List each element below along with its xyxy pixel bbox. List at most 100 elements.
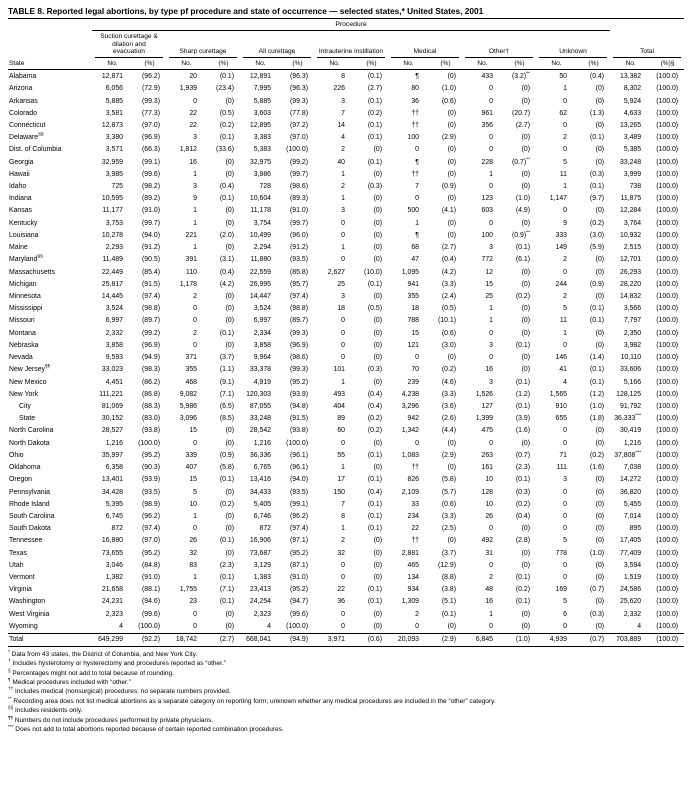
percent-cell: (33.6) — [215, 146, 234, 154]
percent-cell: (0) — [595, 158, 605, 166]
number-cell: 468 — [185, 378, 198, 386]
number-cell: 25,620 — [620, 598, 642, 606]
number-cell: 0 — [193, 305, 197, 313]
percent-cell: (100.0) — [656, 183, 679, 191]
number-cell: 0 — [193, 317, 197, 325]
number-cell: 33,378 — [249, 366, 271, 374]
footnote-symbol: ¶¶ — [8, 714, 14, 720]
percent-cell: (99.7) — [289, 170, 308, 178]
footnote-mark: *** — [635, 413, 642, 419]
number-cell: 5 — [563, 598, 567, 606]
percent-cell: (97.4) — [289, 293, 308, 301]
table-row: Montana 2,332 (99.2) 2 (0.1) 2,334 (99.3) 0 (0) 1… — [8, 327, 684, 339]
footnote-symbol: ¶ — [8, 676, 11, 682]
percent-cell: (0.4) — [367, 402, 382, 410]
number-cell: 7 — [341, 500, 345, 508]
number-cell: 3,986 — [253, 170, 271, 178]
number-cell: 910 — [555, 402, 568, 410]
percent-cell: (0) — [373, 195, 382, 203]
percent-cell: (0) — [595, 622, 605, 630]
percent-cell: (99.1) — [141, 158, 160, 166]
number-cell: 1,178 — [179, 280, 197, 288]
percent-cell: (0.1) — [367, 158, 382, 166]
number-cell: 1,309 — [401, 598, 419, 606]
number-cell: 28,542 — [249, 427, 271, 435]
table-row: Colorado 3,581 (77.3) 22 (0.5) 3,603 (77.8) 7 (0… — [8, 107, 684, 119]
percent-cell: (96.2) — [289, 512, 308, 520]
percent-cell: (0) — [595, 537, 605, 545]
number-cell: 5,455 — [623, 500, 642, 508]
state-name: Colorado — [9, 109, 37, 117]
number-cell: 81,069 — [101, 402, 123, 410]
percent-cell: (0) — [521, 268, 530, 276]
percent-cell: (77.3) — [141, 109, 160, 117]
footnote: ¶ Medical procedures included with “othe… — [8, 676, 131, 687]
number-cell: 7,014 — [623, 512, 642, 520]
state-name: Tennessee — [9, 537, 43, 545]
number-cell: 0 — [489, 85, 493, 93]
number-cell: 3,985 — [105, 170, 123, 178]
percent-cell: (3.8) — [441, 586, 456, 594]
percent-cell: (0.3) — [515, 488, 530, 496]
percent-cell: (100.0) — [656, 341, 679, 349]
percent-cell: (93.9) — [141, 476, 160, 484]
percent-cell: (9.1) — [219, 378, 234, 386]
number-cell: 7 — [415, 183, 419, 191]
number-cell: 1 — [341, 170, 345, 178]
number-cell: 18 — [411, 305, 419, 313]
percent-cell: (100.0) — [656, 500, 679, 508]
number-cell: 36 — [411, 97, 419, 105]
percent-cell: (96.3) — [289, 85, 308, 93]
percent-cell: (0.1) — [219, 73, 234, 81]
number-cell: 0 — [341, 231, 345, 239]
percent-cell: (0) — [373, 146, 382, 154]
percent-cell: (0.3) — [367, 366, 382, 374]
percent-cell: (0) — [225, 427, 234, 435]
percent-cell: (0.1) — [219, 537, 234, 545]
number-cell: 371 — [185, 354, 198, 362]
number-cell: ¶ — [415, 231, 419, 239]
number-cell: 13,265 — [620, 121, 642, 129]
percent-cell: (0) — [225, 317, 234, 325]
number-cell: 826 — [407, 476, 420, 484]
percent-cell: (0) — [447, 219, 456, 227]
number-cell: 30,152 — [101, 415, 123, 423]
number-cell: 0 — [341, 610, 345, 618]
percent-cell: (96.2) — [141, 73, 160, 81]
number-cell: 23,413 — [249, 586, 271, 594]
footnote-mark: ¶¶ — [45, 365, 51, 371]
number-cell: 128 — [481, 488, 494, 496]
number-cell: 9 — [563, 219, 567, 227]
number-cell: 1,812 — [179, 146, 197, 154]
table-row: Oklahoma 6,358 (90.3) 407 (5.8) 6,765 (96.1) 1 (… — [8, 461, 684, 473]
number-cell: 3 — [489, 341, 493, 349]
table-header: Procedure Suction curettage & dilation a… — [8, 19, 685, 71]
number-cell: 34,433 — [249, 488, 271, 496]
footnote-symbol: §§ — [8, 705, 14, 711]
percent-cell: (7.1) — [219, 390, 234, 398]
percent-cell: (9.7) — [589, 195, 605, 203]
percent-cell: (100.0) — [656, 390, 679, 398]
number-cell: 3,129 — [253, 561, 271, 569]
number-cell: 3,764 — [623, 219, 642, 227]
number-cell: 14,445 — [101, 293, 123, 301]
percent-cell: (3.6) — [441, 402, 456, 410]
percent-cell: (1.2) — [515, 390, 530, 398]
number-cell: 34,428 — [101, 488, 123, 496]
percent-cell: (3.3) — [441, 512, 456, 520]
table-body: Alabama 12,871 (96.2) 20 (0.1) 12,891 (96.3) 8(… — [8, 70, 685, 647]
percent-cell: (95.2) — [289, 586, 308, 594]
number-cell: 169 — [555, 586, 568, 594]
percent-cell: (10.0) — [363, 268, 382, 276]
percent-cell: (0.1) — [589, 366, 605, 374]
table-row: Delaware§§ 3,380 (96.9) 3 (0.1) 3,383 (97.0) 4 (… — [8, 132, 684, 144]
percent-cell: (0) — [447, 73, 456, 81]
state-name: North Dakota — [9, 439, 50, 447]
percent-cell: (2.9) — [441, 451, 456, 459]
number-cell: 1 — [415, 219, 419, 227]
column-subheader-row: State No. (%) No. (%) No. (%) No. (%) No. (%) No.(… — [8, 58, 685, 71]
number-cell: 3,383 — [253, 134, 271, 142]
percent-cell: (0.1) — [589, 305, 605, 313]
percent-cell: (100.0) — [656, 109, 679, 117]
percent-cell: (0) — [373, 244, 382, 252]
